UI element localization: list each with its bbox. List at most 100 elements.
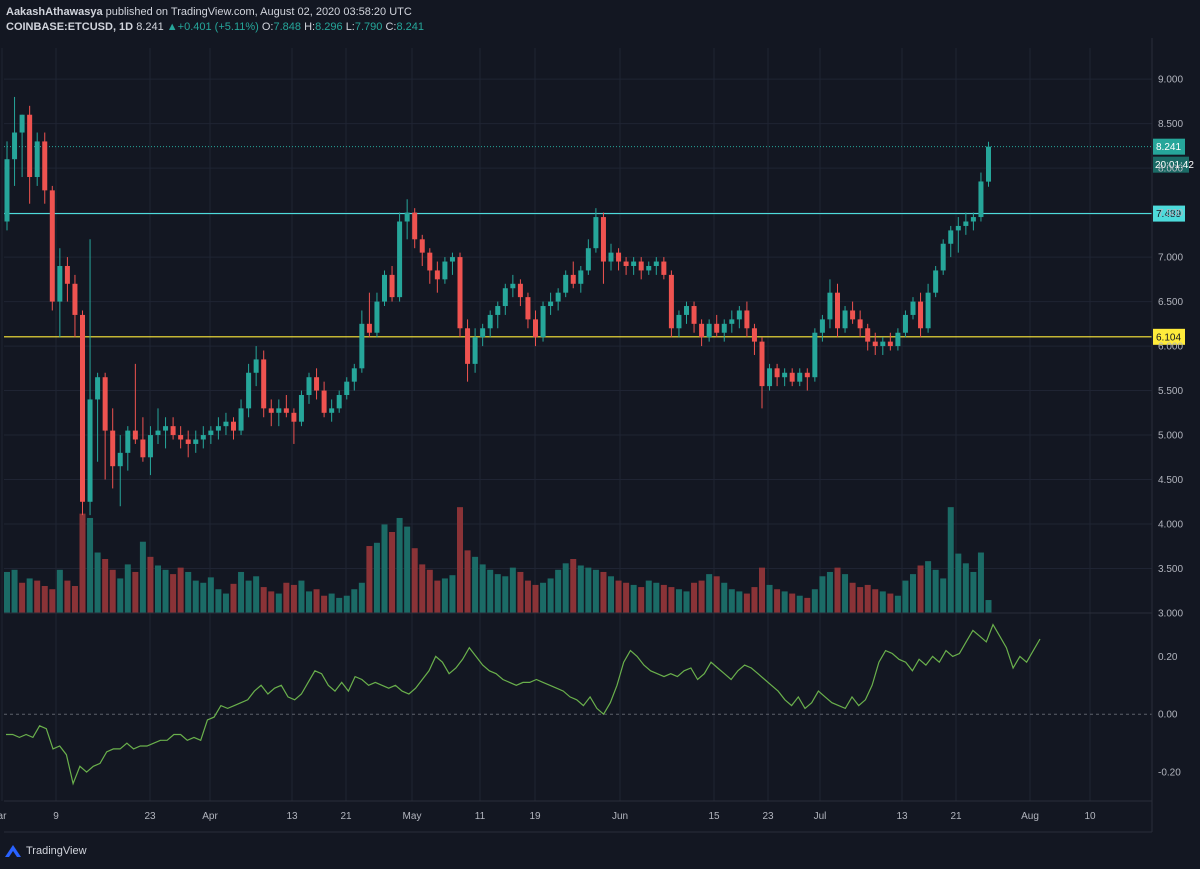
candle-body — [570, 274, 576, 284]
volume-bar — [925, 561, 932, 613]
candle-body — [163, 426, 169, 431]
volume-bar — [660, 584, 667, 613]
last-price-label: 8.241 — [1156, 142, 1181, 153]
candle-body — [585, 248, 591, 271]
volume-bar — [373, 542, 380, 613]
volume-bar — [879, 591, 886, 613]
candle-body — [925, 292, 931, 329]
candle-body — [918, 301, 924, 329]
oscillator-tick-label: 0.00 — [1158, 710, 1178, 721]
price-tick-label: 5.500 — [1158, 386, 1183, 397]
countdown-tag — [1153, 156, 1189, 173]
time-tick-label: May — [403, 811, 422, 822]
volume-bar — [826, 571, 833, 613]
candle-body — [940, 243, 946, 271]
candle-body — [359, 323, 365, 369]
published-text: published on TradingView.com, August 02,… — [102, 6, 412, 18]
volume-bar — [4, 571, 10, 613]
volume-bar — [336, 597, 343, 613]
candle-body — [978, 181, 984, 218]
candle-body — [72, 283, 78, 315]
footer-brand[interactable]: TradingView — [26, 845, 87, 857]
price-tick-label: 6.500 — [1158, 297, 1183, 308]
volume-bar — [683, 591, 690, 613]
candle-body — [676, 314, 682, 329]
candle-body — [842, 310, 848, 329]
candle-body — [321, 390, 327, 413]
volume-bar — [766, 584, 773, 613]
candle-body — [397, 221, 403, 298]
candle-body — [208, 430, 214, 436]
candle-body — [457, 257, 463, 329]
author-name[interactable]: AakashAthawasya — [6, 6, 103, 18]
candle-body — [970, 217, 976, 222]
candle-body — [95, 377, 101, 400]
time-tick-label: 11 — [475, 811, 486, 822]
volume-bar — [675, 589, 682, 613]
candle-body — [336, 395, 342, 409]
volume-bars — [4, 507, 992, 613]
candle-body — [517, 283, 523, 298]
volume-bar — [706, 574, 713, 613]
volume-bar — [109, 569, 116, 613]
support-price-tag — [1153, 328, 1185, 345]
candle-body — [102, 377, 108, 431]
horizontal-levels[interactable]: 7.489 6.104 8.241 20:01:42 — [4, 138, 1194, 345]
volume-bar — [932, 569, 939, 613]
candle-body — [555, 292, 561, 302]
volume-bar — [389, 532, 396, 613]
volume-bar — [842, 574, 849, 613]
symbol-label: COINBASE:ETCUSD, 1D — [6, 21, 134, 33]
volume-bar — [275, 593, 282, 613]
change-up-arrow-icon: ▲ — [166, 21, 178, 33]
candle-body — [49, 190, 55, 302]
candle-body — [329, 408, 335, 413]
candle-body — [714, 323, 720, 333]
candle-body — [910, 301, 916, 315]
candle-body — [668, 274, 674, 329]
time-tick-label: 15 — [708, 811, 720, 822]
volume-bar — [630, 584, 637, 613]
candle-body — [691, 306, 697, 324]
candle-body — [314, 377, 320, 391]
candle-body — [744, 310, 750, 329]
candle-body — [872, 341, 878, 347]
candle-body — [276, 408, 282, 413]
chart-header: AakashAthawasya published on TradingView… — [6, 5, 1146, 35]
support-price-label: 6.104 — [1156, 332, 1181, 343]
volume-bar — [653, 582, 660, 613]
volume-bar — [502, 576, 509, 613]
volume-bar — [222, 593, 229, 613]
published-line: AakashAthawasya published on TradingView… — [6, 5, 1146, 20]
candle-body — [344, 381, 350, 396]
open-value: 7.848 — [273, 21, 302, 33]
ohlc-line: COINBASE:ETCUSD, 1D 8.241 ▲+0.401 (+5.11… — [6, 20, 1146, 35]
time-tick-label: 21 — [950, 811, 962, 822]
candle-body — [736, 310, 742, 320]
volume-bar — [381, 524, 388, 613]
tradingview-logo-icon[interactable] — [4, 844, 22, 858]
candle-body — [608, 252, 614, 262]
candle-body — [880, 341, 886, 347]
volume-bar — [49, 589, 56, 613]
volume-bar — [698, 580, 705, 613]
candle-body — [238, 408, 244, 431]
volume-bar — [645, 580, 652, 613]
volume-bar — [577, 565, 584, 613]
volume-bar — [132, 571, 139, 613]
candle-body — [804, 372, 810, 378]
axes: 9.000 8.500 8.000 7.500 7.000 6.500 6.000 5.500… — [0, 38, 1183, 833]
volume-bar — [804, 597, 811, 613]
candle-body — [819, 319, 825, 333]
volume-bar — [849, 582, 856, 613]
volume-bar — [857, 587, 864, 613]
candle-body — [540, 306, 546, 338]
volume-bar — [547, 578, 554, 613]
volume-bar — [955, 553, 962, 613]
volume-bar — [894, 595, 901, 613]
oscillator-line — [6, 623, 1041, 786]
volume-bar — [781, 591, 788, 613]
volume-bar — [970, 571, 977, 613]
price-tick-label: 7.500 — [1158, 208, 1183, 219]
